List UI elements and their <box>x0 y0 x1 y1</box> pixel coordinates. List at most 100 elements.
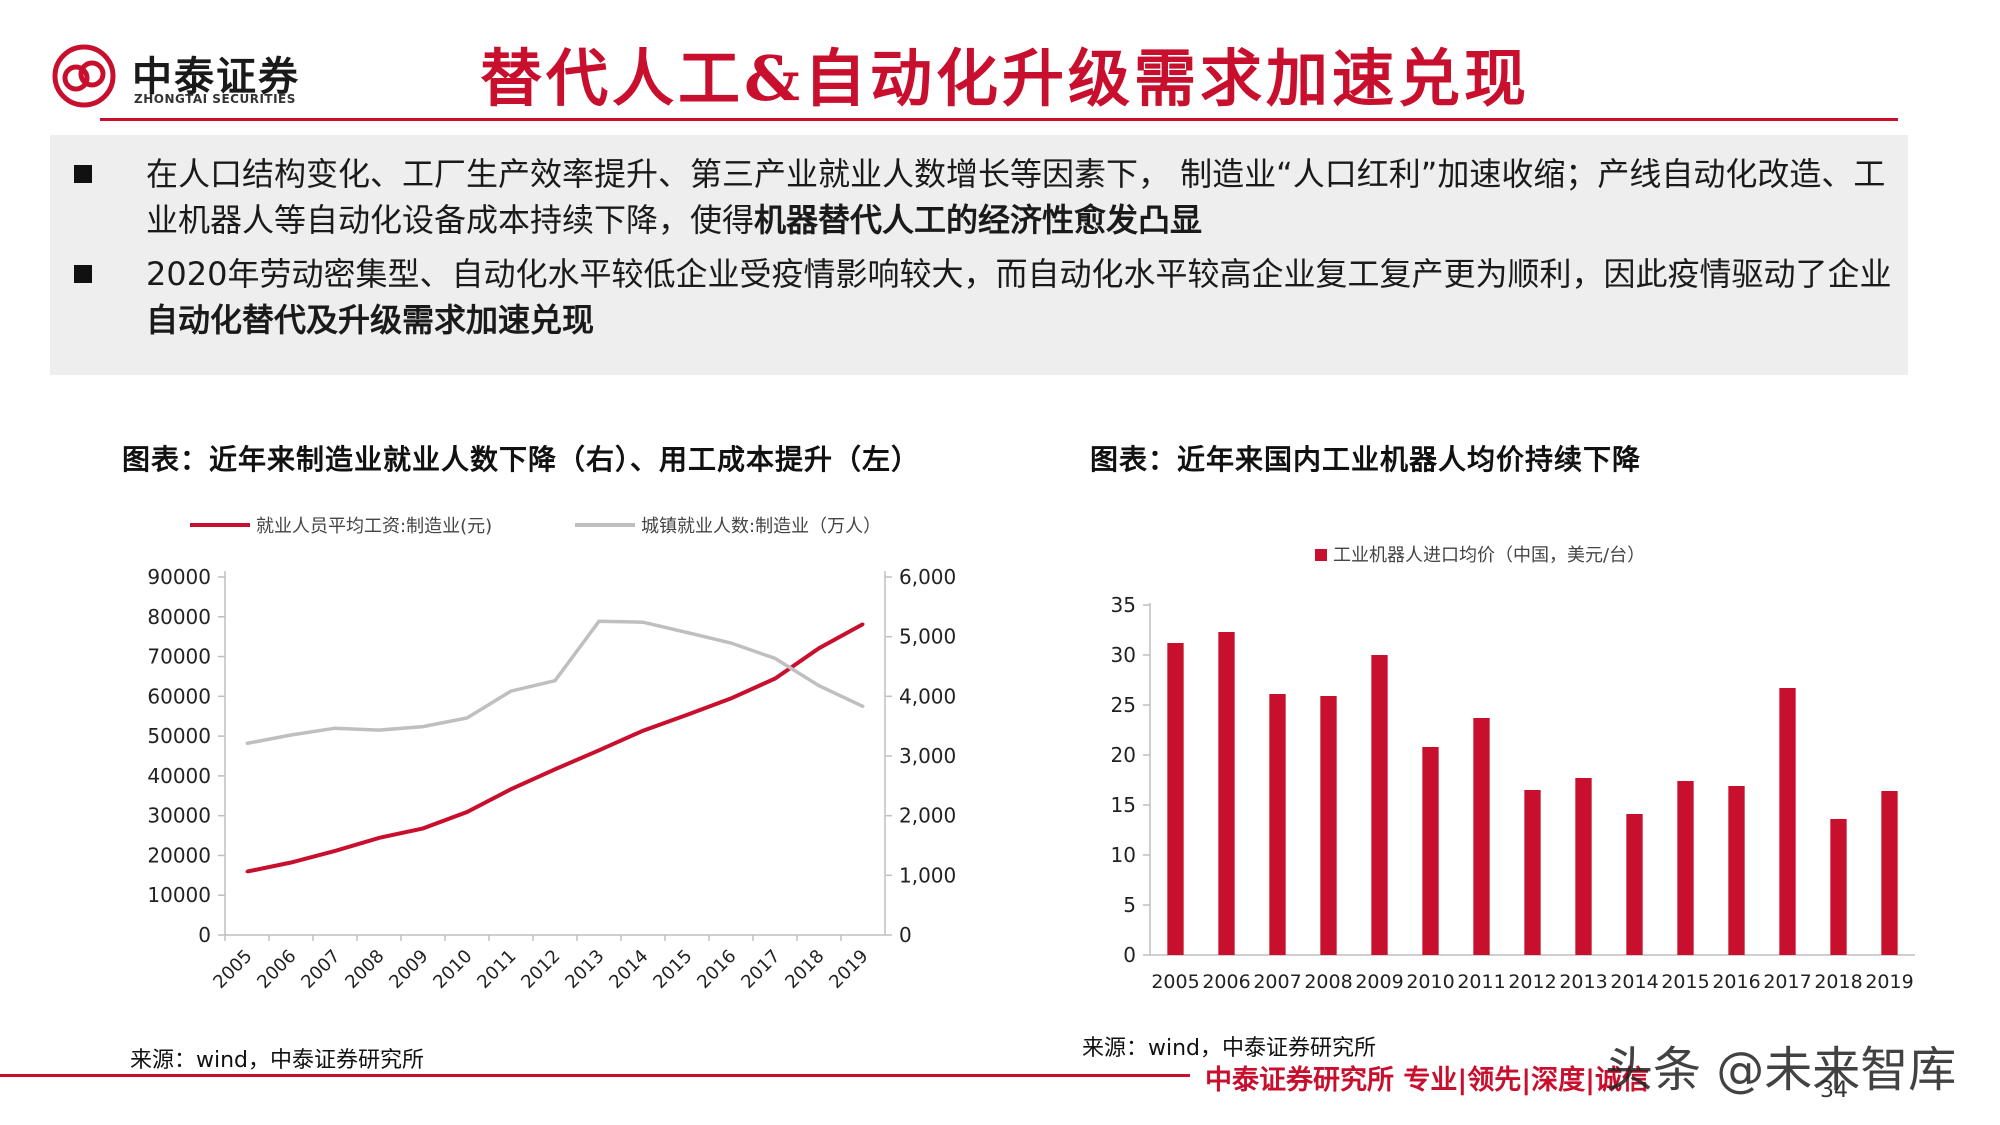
right-tick-label: 5,000 <box>899 625 956 649</box>
bar <box>1371 655 1388 955</box>
x-tick-label: 2008 <box>1304 971 1352 993</box>
series-point <box>421 826 425 830</box>
series-line <box>246 622 864 874</box>
x-tick-label: 2019 <box>825 946 872 993</box>
footer-divider <box>0 1074 1190 1077</box>
x-tick-label: 2019 <box>1865 971 1913 993</box>
series-point <box>861 622 865 626</box>
bar <box>1218 632 1235 955</box>
series-point <box>861 704 865 708</box>
left-tick-label: 10000 <box>147 883 211 907</box>
y-tick-label: 5 <box>1123 893 1136 917</box>
series-point <box>333 849 337 853</box>
y-tick-label: 30 <box>1111 643 1136 667</box>
bar <box>1167 643 1184 955</box>
bar <box>1830 819 1847 955</box>
y-tick-label: 20 <box>1111 743 1136 767</box>
line-chart-source: 来源：wind，中泰证券研究所 <box>130 1048 425 1073</box>
series-point <box>553 767 557 771</box>
x-tick-label: 2011 <box>473 946 520 993</box>
left-tick-label: 50000 <box>147 724 211 748</box>
series-point <box>597 619 601 623</box>
series-point <box>817 646 821 650</box>
series-point <box>509 787 513 791</box>
x-tick-label: 2013 <box>1559 971 1607 993</box>
bar <box>1728 786 1745 955</box>
bullet-square-icon <box>74 165 92 183</box>
x-tick-label: 2006 <box>253 946 300 993</box>
series-point <box>553 679 557 683</box>
x-tick-label: 2018 <box>781 946 828 993</box>
series-point <box>685 631 689 635</box>
bar <box>1473 718 1490 955</box>
series-point <box>465 716 469 720</box>
footer-slogan: 中泰证券研究所 专业|领先|深度|诚信 <box>1205 1065 1649 1096</box>
series-point <box>333 726 337 730</box>
x-tick-label: 2006 <box>1202 971 1250 993</box>
x-tick-label: 2008 <box>341 946 388 993</box>
y-tick-label: 25 <box>1111 693 1136 717</box>
brand-subtitle: ZHONGTAI SECURITIES <box>134 92 296 106</box>
x-tick-label: 2018 <box>1814 971 1862 993</box>
x-tick-label: 2015 <box>649 946 696 993</box>
legend-label: 城镇就业人数:制造业（万人） <box>641 516 881 537</box>
bar-chart-source: 来源：wind，中泰证券研究所 <box>1082 1036 1377 1061</box>
line-chart: 就业人员平均工资:制造业(元) 城镇就业人数:制造业（万人） 0 10000 2000… <box>147 516 956 993</box>
x-tick-label: 2016 <box>1712 971 1760 993</box>
watermark: 头条 @未来智库 <box>1605 1042 1957 1098</box>
bar-chart-legend: 工业机器人进口均价（中国，美元/台） <box>1315 545 1645 566</box>
x-tick-label: 2007 <box>1253 971 1301 993</box>
left-tick-label: 30000 <box>147 804 211 828</box>
series-point <box>773 677 777 681</box>
brand-logo-icon <box>52 44 116 108</box>
bar <box>1626 814 1643 955</box>
legend-label: 就业人员平均工资:制造业(元) <box>256 516 492 537</box>
left-tick-label: 80000 <box>147 605 211 629</box>
line-chart-axes: 0 10000 20000 30000 40000 50000 60000 70000 8000… <box>147 565 956 993</box>
bullet-square-icon <box>74 265 92 283</box>
bar <box>1524 790 1541 955</box>
series-point <box>729 641 733 645</box>
series-point <box>729 696 733 700</box>
series-point <box>245 741 249 745</box>
x-tick-label: 2017 <box>737 946 784 993</box>
right-tick-label: 1,000 <box>899 863 956 887</box>
bar <box>1575 778 1592 955</box>
x-tick-label: 2010 <box>429 946 476 993</box>
x-tick-label: 2005 <box>209 946 256 993</box>
series-point <box>377 728 381 732</box>
series-point <box>597 748 601 752</box>
x-tick-label: 2014 <box>605 946 652 993</box>
bullet-text: 在人口结构变化、工厂生产效率提升、第三产业就业人数增长等因素下， 制造业“人口红… <box>146 151 1906 243</box>
x-tick-label: 2011 <box>1457 971 1505 993</box>
bullet-body: 2020年劳动密集型、自动化水平较低企业受疫情影响较大，而自动化水平较高企业复工… <box>146 255 1892 293</box>
bar <box>1677 781 1694 955</box>
y-tick-label: 10 <box>1111 843 1136 867</box>
left-tick-label: 70000 <box>147 645 211 669</box>
x-tick-label: 2012 <box>1508 971 1556 993</box>
brand-logo: 中泰证券 ZHONGTAI SECURITIES <box>52 40 312 110</box>
series-point <box>465 810 469 814</box>
page-title: 替代人工&自动化升级需求加速兑现 <box>480 42 1530 115</box>
bullet-text: 2020年劳动密集型、自动化水平较低企业受疫情影响较大，而自动化水平较高企业复工… <box>146 251 1906 343</box>
y-tick-label: 15 <box>1111 793 1136 817</box>
bar <box>1269 694 1286 955</box>
x-tick-label: 2016 <box>693 946 740 993</box>
brand-name: 中泰证券 <box>132 54 300 100</box>
summary-box: 在人口结构变化、工厂生产效率提升、第三产业就业人数增长等因素下， 制造业“人口红… <box>50 135 1908 375</box>
line-chart-legend: 就业人员平均工资:制造业(元) 城镇就业人数:制造业（万人） <box>190 516 881 537</box>
series-point <box>245 870 249 874</box>
series-point <box>641 620 645 624</box>
bar <box>1881 791 1898 955</box>
right-tick-label: 0 <box>899 923 912 947</box>
series-point <box>421 725 425 729</box>
bullet-emphasis: 机器替代人工的经济性愈发凸显 <box>754 201 1203 239</box>
x-tick-label: 2009 <box>1355 971 1403 993</box>
x-tick-label: 2009 <box>385 946 432 993</box>
right-tick-label: 6,000 <box>899 565 956 589</box>
bullet-body: 在人口结构变化、工厂生产效率提升、第三产业就业人数增长等因素下， 制造业“人口红… <box>146 155 1886 239</box>
bullet-emphasis: 自动化替代及升级需求加速兑现 <box>146 301 595 339</box>
legend-swatch <box>1315 549 1327 561</box>
bar-chart-title: 图表：近年来国内工业机器人均价持续下降 <box>1090 443 1642 476</box>
